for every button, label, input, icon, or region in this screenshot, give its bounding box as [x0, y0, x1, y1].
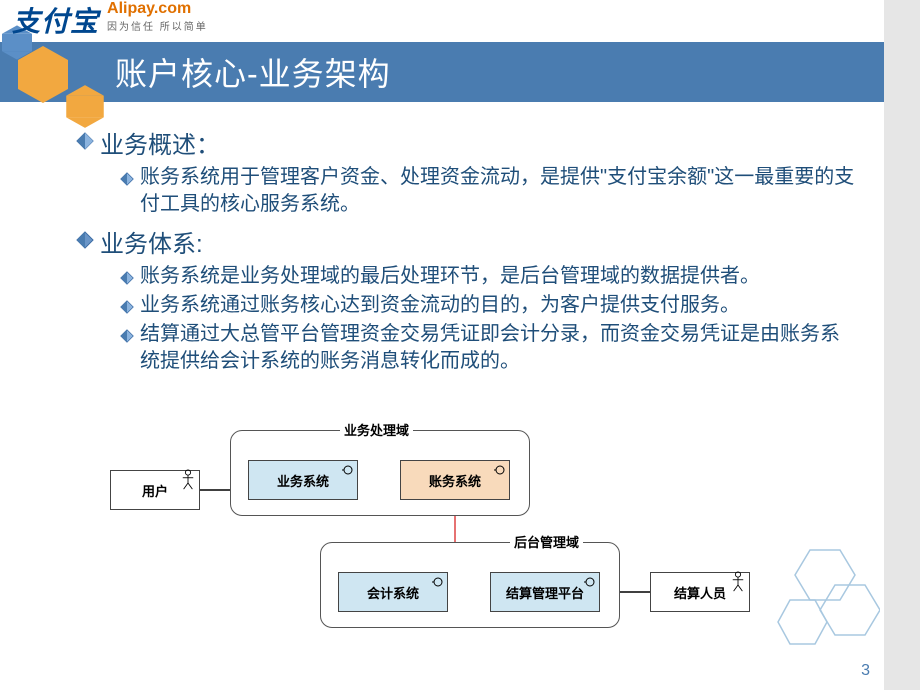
component-icon [432, 576, 444, 588]
node-label: 业务系统 [277, 471, 329, 490]
bullet-diamond-icon [76, 132, 94, 150]
actor-icon [181, 469, 195, 490]
page-number: 3 [861, 662, 870, 680]
section-heading-1: 业务概述： [76, 125, 856, 160]
node-label: 结算管理平台 [506, 583, 584, 602]
logo-tagline: 因为信任 所以简单 [107, 18, 208, 33]
bullet-diamond-icon [76, 231, 94, 249]
header-logo: 支付宝 Alipay.com 因为信任 所以简单 [0, 0, 208, 40]
bullet-text: 业务系统通过账务核心达到资金流动的目的，为客户提供支付服务。 [140, 292, 740, 319]
component-icon [584, 576, 596, 588]
node-label: 用户 [142, 481, 168, 500]
content-area: 业务概述： 账务系统用于管理客户资金、处理资金流动，是提供"支付宝余额"这一最重… [76, 125, 856, 377]
bullet-text: 结算通过大总管平台管理资金交易凭证即会计分录，而资金交易凭证是由账务系统提供给会… [140, 321, 856, 375]
hex-decoration-bottom-right [770, 545, 880, 660]
bullet-text: 账务系统用于管理客户资金、处理资金流动，是提供"支付宝余额"这一最重要的支付工具… [140, 164, 856, 218]
domain-label: 后台管理域 [510, 532, 583, 551]
slide-title: 账户核心-业务架构 [115, 49, 391, 95]
bullet-item: 结算通过大总管平台管理资金交易凭证即会计分录，而资金交易凭证是由账务系统提供给会… [120, 321, 856, 375]
bullet-diamond-icon [120, 172, 134, 186]
bullet-diamond-icon [120, 329, 134, 343]
node-label: 会计系统 [367, 583, 419, 602]
bullet-text: 账务系统是业务处理域的最后处理环节，是后台管理域的数据提供者。 [140, 263, 760, 290]
node-settlement-platform: 结算管理平台 [490, 572, 600, 612]
node-account-system: 账务系统 [400, 460, 510, 500]
title-bar: 账户核心-业务架构 [0, 42, 884, 102]
component-icon [494, 464, 506, 476]
section-heading-text: 业务概述： [100, 125, 220, 160]
node-accounting-system: 会计系统 [338, 572, 448, 612]
actor-icon [731, 571, 745, 592]
section-heading-2: 业务体系: [76, 224, 856, 259]
bullet-diamond-icon [120, 300, 134, 314]
architecture-diagram: 业务处理域 后台管理域 用户 业务系统 账务系统 会计系统 结算管理平台 结算人… [110, 418, 810, 658]
node-biz-system: 业务系统 [248, 460, 358, 500]
right-sidebar [884, 0, 920, 690]
node-settlement-staff: 结算人员 [650, 572, 750, 612]
node-label: 结算人员 [674, 583, 726, 602]
node-user: 用户 [110, 470, 200, 510]
section-heading-text: 业务体系: [100, 224, 203, 259]
node-label: 账务系统 [429, 471, 481, 490]
logo-cn-text: 支付宝 [0, 0, 99, 40]
logo-en-text: Alipay.com [107, 0, 208, 18]
domain-label: 业务处理域 [340, 420, 413, 439]
bullet-item: 业务系统通过账务核心达到资金流动的目的，为客户提供支付服务。 [120, 292, 856, 319]
bullet-item: 账务系统是业务处理域的最后处理环节，是后台管理域的数据提供者。 [120, 263, 856, 290]
bullet-diamond-icon [120, 271, 134, 285]
bullet-item: 账务系统用于管理客户资金、处理资金流动，是提供"支付宝余额"这一最重要的支付工具… [120, 164, 856, 218]
component-icon [342, 464, 354, 476]
